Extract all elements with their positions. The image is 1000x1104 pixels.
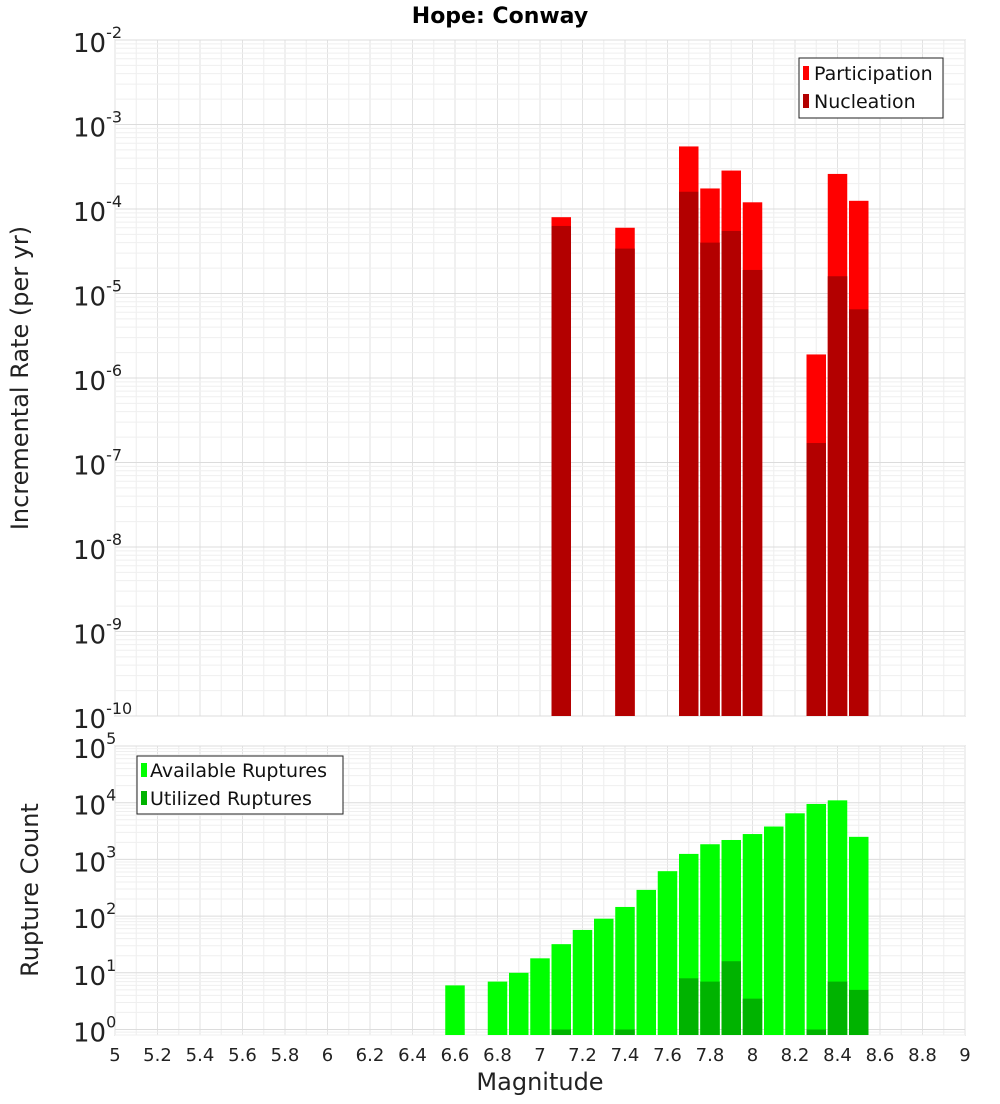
y-tick-label: 10-6 xyxy=(73,361,122,397)
top-legend: Participation Nucleation xyxy=(798,57,944,119)
x-tick-label: 8.6 xyxy=(866,1045,895,1066)
x-tick-label: 7.4 xyxy=(611,1045,640,1066)
bottom-plot-area: 100 101 102 103 104 105 5 5.2 5.4 5.6 5.8 6 6.2 6.4 6… xyxy=(16,729,971,1096)
x-tick-label: 5.4 xyxy=(186,1045,215,1066)
nucleation-legend-label: Nucleation xyxy=(814,91,916,113)
x-tick-label: 7.8 xyxy=(696,1045,725,1066)
x-tick-label: 6 xyxy=(322,1045,333,1066)
x-tick-label: 8.8 xyxy=(908,1045,937,1066)
bottom-legend-box xyxy=(136,755,344,815)
utilized-ruptures-bar xyxy=(700,981,720,1035)
x-tick-label: 7 xyxy=(534,1045,545,1066)
y-tick-label: 10-10 xyxy=(73,699,132,735)
bottom-legend: Available Ruptures Utilized Ruptures xyxy=(136,755,344,815)
available-ruptures-bar xyxy=(827,800,848,1035)
top-y-axis-label: Incremental Rate (per yr) xyxy=(6,226,34,530)
available-ruptures-swatch xyxy=(141,763,147,777)
available-ruptures-bar xyxy=(849,836,869,1035)
nucleation-bar xyxy=(551,225,571,716)
x-tick-label: 8.4 xyxy=(823,1045,852,1066)
y-tick-label: 10-8 xyxy=(73,530,122,566)
utilized-ruptures-bar xyxy=(827,981,848,1035)
x-axis-label: Magnitude xyxy=(476,1068,603,1096)
participation-legend-label: Participation xyxy=(814,63,933,85)
available-ruptures-bar xyxy=(594,918,614,1035)
nucleation-bar xyxy=(849,309,869,716)
available-ruptures-bar xyxy=(509,972,529,1035)
nucleation-bar xyxy=(679,191,699,717)
participation-swatch xyxy=(803,66,809,80)
utilized-ruptures-bar xyxy=(615,1029,635,1035)
utilized-ruptures-bar xyxy=(551,1029,571,1035)
utilized-ruptures-bar xyxy=(849,989,869,1035)
nucleation-bar xyxy=(700,242,720,717)
bottom-y-tick-labels: 100 101 102 103 104 105 xyxy=(73,729,116,1049)
available-ruptures-bar xyxy=(615,906,635,1035)
top-y-tick-labels: 10-10 10-9 10-8 10-7 10-6 10-5 10-4 10-3 10-2 xyxy=(73,23,132,735)
nucleation-bar xyxy=(615,248,635,716)
available-ruptures-bar xyxy=(445,985,465,1035)
utilized-ruptures-legend-label: Utilized Ruptures xyxy=(150,788,312,810)
utilized-ruptures-bar xyxy=(679,978,699,1035)
x-tick-label: 8.2 xyxy=(781,1045,810,1066)
x-tick-label: 6.4 xyxy=(398,1045,427,1066)
y-tick-label: 10-4 xyxy=(73,192,122,228)
y-tick-label: 102 xyxy=(73,899,116,935)
utilized-ruptures-swatch xyxy=(141,791,147,805)
y-tick-label: 101 xyxy=(73,956,116,992)
available-ruptures-legend-label: Available Ruptures xyxy=(150,760,327,782)
y-tick-label: 100 xyxy=(73,1013,116,1049)
nucleation-bar xyxy=(721,230,741,717)
y-tick-label: 10-7 xyxy=(73,446,122,482)
y-tick-label: 10-9 xyxy=(73,615,122,651)
top-plot-area: 10-10 10-9 10-8 10-7 10-6 10-5 10-4 10-3 10-2 In… xyxy=(6,23,966,735)
x-tick-label: 5.6 xyxy=(228,1045,257,1066)
y-tick-label: 103 xyxy=(73,842,116,878)
available-ruptures-bar xyxy=(657,871,678,1035)
x-tick-label: 7.6 xyxy=(653,1045,682,1066)
x-tick-label: 6.2 xyxy=(356,1045,385,1066)
x-tick-labels: 5 5.2 5.4 5.6 5.8 6 6.2 6.4 6.6 6.8 7 7.2 7.4 7.6 7.8 8… xyxy=(109,1045,970,1066)
y-tick-label: 105 xyxy=(73,729,116,765)
available-ruptures-bar xyxy=(764,826,784,1035)
x-tick-label: 9 xyxy=(959,1045,970,1066)
available-ruptures-bar xyxy=(785,813,805,1035)
x-tick-label: 6.6 xyxy=(441,1045,470,1066)
y-tick-label: 104 xyxy=(73,786,116,822)
x-tick-label: 5.2 xyxy=(143,1045,172,1066)
utilized-ruptures-bar xyxy=(721,961,741,1035)
x-tick-label: 6.8 xyxy=(483,1045,512,1066)
bottom-y-axis-label: Rupture Count xyxy=(16,803,44,977)
available-ruptures-bar xyxy=(636,889,656,1035)
nucleation-bar xyxy=(827,276,848,716)
utilized-ruptures-bar xyxy=(806,1029,826,1035)
x-tick-label: 8 xyxy=(747,1045,758,1066)
x-tick-label: 5.8 xyxy=(271,1045,300,1066)
available-ruptures-bar xyxy=(806,803,826,1035)
available-ruptures-bar xyxy=(530,958,550,1035)
bottom-bars xyxy=(445,800,869,1035)
available-ruptures-bar xyxy=(742,834,763,1035)
available-ruptures-bar xyxy=(572,929,593,1035)
top-legend-box xyxy=(798,57,944,119)
utilized-ruptures-bar xyxy=(742,998,763,1035)
nucleation-bar xyxy=(806,443,826,716)
y-tick-label: 10-5 xyxy=(73,277,122,313)
chart-title: Hope: Conway xyxy=(412,4,588,29)
y-tick-label: 10-2 xyxy=(73,23,122,59)
nucleation-bar xyxy=(742,269,763,716)
x-tick-label: 7.2 xyxy=(568,1045,597,1066)
y-tick-label: 10-3 xyxy=(73,108,122,144)
nucleation-swatch xyxy=(803,94,809,108)
x-tick-label: 5 xyxy=(109,1045,120,1066)
top-bars xyxy=(551,146,869,717)
available-ruptures-bar xyxy=(551,944,571,1035)
available-ruptures-bar xyxy=(487,981,508,1035)
